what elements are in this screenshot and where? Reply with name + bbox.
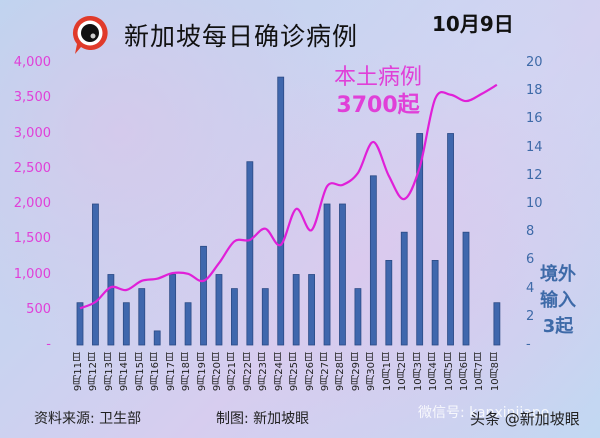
x-axis-label: 9月13日 [103,352,115,392]
right-axis-tick: 18 [526,83,543,99]
imported-cases-bar [493,302,501,346]
left-axis-tick: 1,000 [13,266,51,282]
right-axis-tick: 4 [526,280,535,296]
imported-cases-bar [230,288,238,346]
imported-cases-annotation: 境外 输入 3起 [540,264,576,337]
x-axis-label: 9月22日 [242,352,254,392]
right-axis-tick: 2 [526,308,535,324]
x-axis-label: 10月1日 [381,352,393,392]
left-axis-tick: 4,000 [13,55,51,70]
imported-cases-bar [153,330,161,346]
x-axis-label: 9月19日 [196,352,208,392]
chart-title: 新加坡每日确诊病例 [124,22,359,51]
left-axis-tick: 3,500 [13,90,51,106]
x-axis-label: 9月27日 [320,352,332,392]
imported-cases-bar [308,274,316,346]
local-cases-line [79,83,498,310]
left-axis-tick: - [46,337,51,352]
toutiao-watermark: 头条 @新加坡眼 [470,410,580,428]
x-axis-label: 9月11日 [73,352,84,392]
right-axis-tick: 12 [526,167,543,183]
x-axis-label: 9月15日 [134,352,146,392]
imported-cases-bar [169,274,177,346]
x-axis-label: 9月28日 [335,352,347,392]
source-label: 资料来源: 卫生部 [34,411,142,427]
x-axis-label: 9月21日 [227,352,239,392]
x-axis-label: 9月24日 [273,352,285,392]
x-axis-label: 9月23日 [258,352,270,392]
wechat-watermark: 微信号: kanxinjiapo [418,405,550,421]
imported-cases-bar [107,274,115,346]
local-cases-annotation: 本土病例 3700起 [334,65,423,118]
left-axis-tick: 3,000 [13,125,51,141]
logo-eye-icon [72,15,108,54]
right-axis-tick: 10 [526,196,543,211]
x-axis-label: 10月8日 [489,352,501,392]
imported-cases-bar [138,288,146,346]
right-axis-tick: - [526,337,531,352]
left-axis-tick: 2,000 [13,196,51,211]
right-axis-tick: 20 [526,55,543,70]
right-axis-tick: 16 [526,111,543,127]
imported-cases-bar [354,288,362,346]
imported-cases-bar [462,231,470,346]
x-axis-label: 9月16日 [150,352,162,392]
right-axis-tick: 6 [526,252,535,268]
imported-cases-bar [416,133,424,346]
x-axis-label: 9月12日 [88,352,100,392]
imported-cases-bar [261,288,269,346]
x-axis-label: 10月6日 [459,352,470,392]
imported-cases-bar [339,203,346,346]
x-axis-label: 9月20日 [211,352,223,392]
imported-cases-bar [246,161,254,346]
imported-cases-bar [277,76,285,346]
x-axis-label: 10月3日 [412,352,424,392]
left-axis-tick: 1,500 [13,231,51,247]
imported-cases-bar [369,175,377,346]
right-axis-tick: 8 [526,224,535,240]
imported-cases-bar [200,245,207,346]
x-axis-label: 9月17日 [165,352,177,392]
imported-cases-bar [323,203,331,346]
left-axis-tick: 500 [26,301,51,317]
left-axis-tick: 2,500 [13,160,51,176]
right-axis-tick: 14 [526,139,543,155]
chart-date: 10月9日 [432,12,514,36]
x-axis-label: 9月29日 [350,352,362,392]
x-axis-label: 9月26日 [304,352,316,392]
imported-cases-bar [447,133,454,346]
imported-cases-bar [76,302,84,346]
imported-cases-bar [215,274,223,346]
imported-cases-bar [184,302,192,346]
imported-cases-bar [92,203,99,346]
imported-cases-bar [292,274,300,346]
x-axis-label: 9月25日 [289,352,301,392]
credit-label: 制图: 新加坡眼 [216,411,310,427]
imported-cases-bar [431,259,439,346]
imported-cases-bar [122,302,130,346]
x-axis-label: 10月4日 [428,352,440,392]
x-axis-label: 10月7日 [474,352,486,392]
x-axis-label: 9月18日 [181,352,193,392]
imported-cases-bar [385,259,393,346]
x-axis-label: 10月2日 [397,352,409,392]
imported-cases-bar [400,231,408,346]
x-axis-label: 9月30日 [366,352,378,392]
x-axis-label: 10月5日 [443,352,455,392]
x-axis-label: 9月14日 [119,352,131,392]
